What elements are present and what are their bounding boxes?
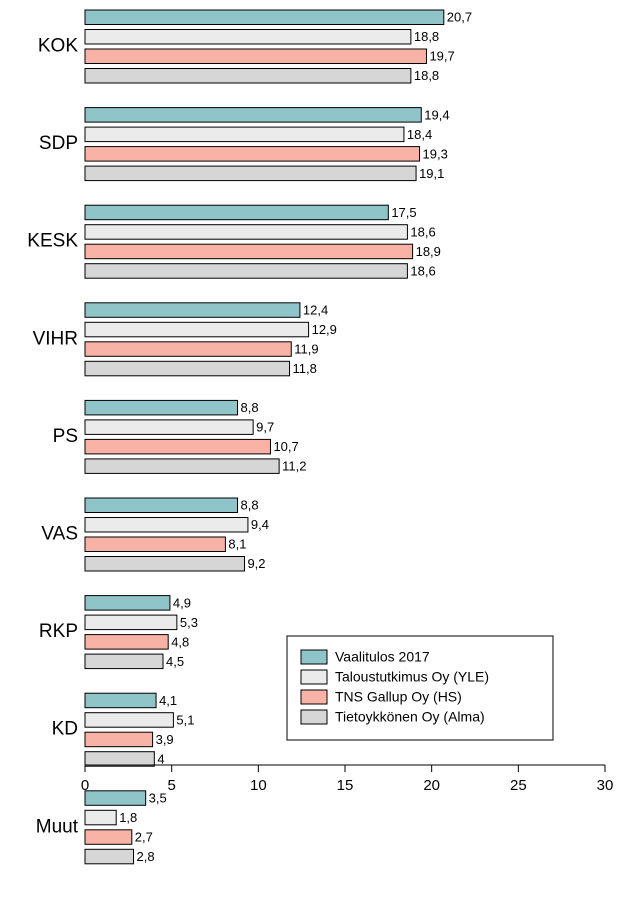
- value-label: 2,8: [137, 849, 155, 864]
- category-label: PS: [53, 426, 78, 447]
- bar: [84, 29, 412, 45]
- x-tick-label: 20: [423, 777, 440, 794]
- value-label: 11,9: [294, 341, 318, 356]
- bar: [84, 556, 245, 572]
- bar: [84, 243, 414, 260]
- bar: [84, 204, 389, 221]
- value-label: 18,4: [407, 127, 432, 142]
- value-label: 1,8: [119, 810, 137, 825]
- bar: [84, 341, 292, 357]
- value-label: 9,2: [247, 556, 265, 571]
- bar: [84, 751, 155, 767]
- value-label: 18,8: [414, 68, 439, 83]
- value-label: 20,7: [447, 10, 472, 25]
- bar: [84, 146, 421, 162]
- category-label: VAS: [41, 524, 78, 545]
- value-label: 19,3: [423, 146, 448, 161]
- bar: [84, 731, 154, 748]
- category-label: RKP: [39, 621, 78, 642]
- bar: [84, 419, 254, 435]
- value-label: 2,7: [135, 829, 153, 844]
- value-label: 8,8: [241, 400, 259, 415]
- value-label: 4: [157, 751, 164, 766]
- value-label: 10,7: [273, 439, 298, 454]
- value-label: 17,5: [391, 205, 416, 220]
- x-tick-label: 15: [337, 777, 354, 794]
- legend-swatch: [300, 649, 328, 665]
- value-label: 19,1: [419, 166, 444, 181]
- category-label: SDP: [39, 133, 78, 154]
- value-label: 5,1: [176, 712, 194, 727]
- value-label: 3,9: [156, 732, 174, 747]
- value-label: 18,6: [410, 263, 435, 278]
- bar: [84, 68, 412, 84]
- legend-box: [286, 635, 554, 741]
- bar: [84, 712, 174, 728]
- value-label: 12,9: [312, 322, 337, 337]
- value-label: 18,8: [414, 29, 439, 44]
- value-label: 4,1: [159, 693, 177, 708]
- value-label: 4,9: [173, 595, 191, 610]
- value-label: 11,8: [293, 361, 317, 376]
- value-label: 19,4: [424, 107, 449, 122]
- value-label: 18,9: [416, 244, 441, 259]
- value-label: 9,4: [251, 517, 269, 532]
- bar: [84, 809, 117, 826]
- x-tick-label: 5: [167, 777, 175, 794]
- legend-swatch: [300, 709, 328, 725]
- bar: [84, 438, 271, 455]
- category-label: VIHR: [33, 328, 78, 349]
- legend-swatch: [300, 669, 328, 685]
- value-label: 9,7: [256, 420, 274, 435]
- category-label: KOK: [38, 36, 78, 57]
- value-label: 8,8: [241, 498, 259, 513]
- bar: [84, 595, 171, 611]
- legend-label: Vaalitulos 2017: [335, 649, 430, 665]
- category-label: KESK: [27, 231, 78, 252]
- bar: [84, 829, 133, 845]
- x-tick-label: 25: [510, 777, 527, 794]
- bar: [84, 224, 408, 240]
- value-label: 4,5: [166, 654, 184, 669]
- legend-label: TNS Gallup Oy (HS): [335, 689, 462, 705]
- bar: [84, 517, 249, 533]
- value-label: 4,8: [171, 634, 189, 649]
- bar: [84, 692, 157, 709]
- x-tick-label: 0: [81, 777, 89, 794]
- x-tick-label: 30: [597, 777, 614, 794]
- value-label: 5,3: [180, 615, 198, 630]
- bar: [84, 165, 417, 182]
- bar: [84, 321, 310, 338]
- value-label: 19,7: [429, 49, 454, 64]
- bar: [84, 9, 445, 25]
- bar: [84, 614, 178, 631]
- bar: [84, 399, 239, 416]
- value-label: 3,5: [149, 790, 167, 805]
- bar: [84, 263, 408, 279]
- legend-label: Taloustutkimus Oy (YLE): [335, 669, 489, 685]
- bar: [84, 302, 301, 318]
- legend-swatch: [300, 689, 328, 705]
- bar: [84, 634, 169, 650]
- bar: [84, 848, 135, 865]
- x-tick-label: 10: [250, 777, 267, 794]
- bar: [84, 536, 226, 552]
- bar: [84, 360, 291, 377]
- bar: [84, 458, 280, 474]
- value-label: 12,4: [303, 302, 328, 317]
- bar: [84, 790, 147, 806]
- value-label: 11,2: [282, 459, 306, 474]
- bar: [84, 48, 427, 64]
- value-label: 18,6: [410, 224, 435, 239]
- bar: [84, 107, 422, 123]
- legend-label: Tietoykkönen Oy (Alma): [335, 709, 485, 725]
- category-label: KD: [52, 719, 78, 740]
- bar: [84, 126, 405, 143]
- value-label: 8,1: [228, 537, 246, 552]
- bar: [84, 653, 164, 670]
- bar: [84, 497, 239, 513]
- category-label: Muut: [36, 816, 79, 837]
